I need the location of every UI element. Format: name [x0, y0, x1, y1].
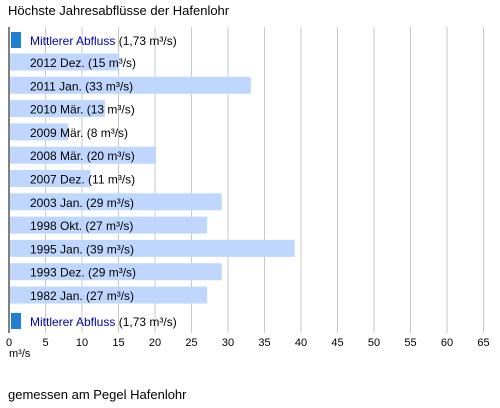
bar	[10, 146, 156, 164]
bar	[10, 76, 251, 94]
mean-marker-top	[11, 32, 21, 48]
x-tick-label: 50	[368, 337, 380, 349]
bar-label: 1995 Jan. (39 m³/s)	[30, 242, 134, 256]
mean-label-top: Mittlerer Abfluss (1,73 m³/s)	[30, 34, 177, 48]
bar	[10, 263, 222, 281]
x-tick-label: 45	[331, 337, 343, 349]
bar	[10, 123, 69, 141]
bar-label: 1998 Okt. (27 m³/s)	[30, 219, 133, 233]
x-axis-label: m³/s	[9, 348, 31, 360]
mean-value-top: (1,73 m³/s)	[115, 34, 176, 48]
bar-label: 1993 Dez. (29 m³/s)	[30, 266, 136, 280]
x-tick-label: 0	[6, 337, 12, 349]
mean-label-bottom: Mittlerer Abfluss (1,73 m³/s)	[30, 315, 177, 329]
x-tick-label: 25	[185, 337, 197, 349]
bar	[10, 239, 295, 257]
x-tick-label: 5	[42, 337, 48, 349]
bar-label: 2007 Dez. (11 m³/s)	[30, 173, 135, 187]
bar	[10, 193, 222, 211]
bar-label: 2011 Jan. (33 m³/s)	[30, 79, 133, 93]
chart-footnote: gemessen am Pegel Hafenlohr	[8, 387, 187, 402]
bar-label: 2010 Mär. (13 m³/s)	[30, 103, 135, 117]
x-tick-label: 15	[112, 337, 124, 349]
x-tick-label: 30	[222, 337, 234, 349]
bar-label: 2009 Mär. (8 m³/s)	[30, 126, 128, 140]
chart-title: Höchste Jahresabflüsse der Hafenlohr	[8, 3, 230, 18]
x-tick-label: 35	[258, 337, 270, 349]
mean-link-top[interactable]: Mittlerer Abfluss	[30, 34, 115, 48]
bar	[10, 286, 208, 304]
bar-label: 2008 Mär. (20 m³/s)	[30, 149, 135, 163]
x-tick-label: 55	[404, 337, 416, 349]
x-tick-label: 20	[149, 337, 161, 349]
bar-label: 2003 Jan. (29 m³/s)	[30, 196, 134, 210]
x-tick-label: 60	[441, 337, 453, 349]
mean-value-bottom: (1,73 m³/s)	[115, 315, 176, 329]
bar	[10, 100, 105, 118]
x-tick-label: 40	[295, 337, 307, 349]
bar	[10, 216, 208, 234]
bar	[10, 170, 91, 187]
bar-label: 2012 Dez. (15 m³/s)	[30, 56, 136, 70]
mean-marker-bottom	[11, 313, 21, 329]
bar-label: 1982 Jan. (27 m³/s)	[30, 289, 134, 303]
bar	[10, 53, 120, 71]
x-tick-label: 10	[76, 337, 88, 349]
mean-link-bottom[interactable]: Mittlerer Abfluss	[30, 315, 115, 329]
x-tick-label: 65	[477, 337, 489, 349]
